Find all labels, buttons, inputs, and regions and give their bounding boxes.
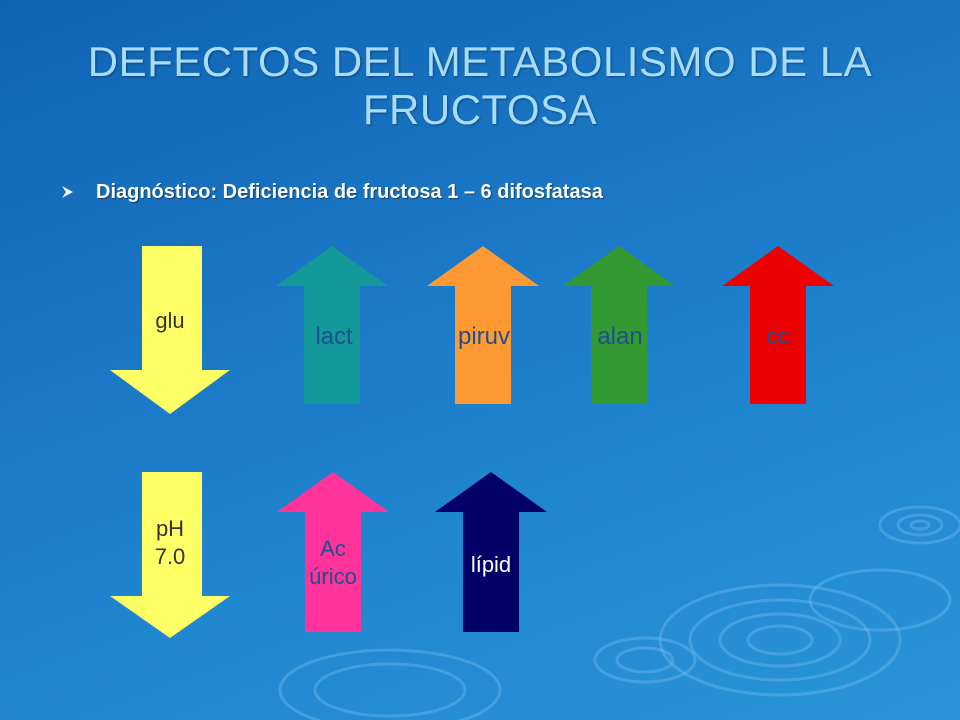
bullet-text: Diagnóstico: Deficiencia de fructosa 1 –… <box>96 180 603 203</box>
arrow-ac-urico-shape <box>277 472 389 632</box>
arrow-ph-label-line-1: pH <box>156 516 184 541</box>
arrow-ac-urico: Ac úrico <box>277 472 389 632</box>
arrow-lipid: lípid <box>435 472 547 632</box>
arrow-cc-label: cc <box>766 323 790 350</box>
slide-title-line-1: DEFECTOS DEL METABOLISMO DE LA <box>87 38 873 85</box>
arrow-piruv-shape <box>427 246 539 404</box>
arrow-ac-urico-label-line-1: Ac <box>320 536 346 561</box>
arrow-lipid-label: lípid <box>471 552 511 577</box>
arrow-ph-label-line-2: 7.0 <box>155 544 186 569</box>
arrow-cc-shape <box>722 246 834 404</box>
bullet-item: Diagnóstico: Deficiencia de fructosa 1 –… <box>60 178 603 206</box>
arrow-piruv: piruv <box>427 246 539 404</box>
arrow-ac-urico-label-line-2: úrico <box>309 564 357 589</box>
arrow-lact-label: lact <box>315 323 353 350</box>
slide-title-line-2: FRUCTOSA <box>362 86 598 133</box>
arrow-alan-shape <box>563 246 675 404</box>
arrow-alan-label: alan <box>597 323 642 350</box>
arrow-glu-label: glu <box>155 308 184 333</box>
arrow-glu: glu <box>110 246 230 414</box>
arrow-piruv-label: piruv <box>458 323 510 350</box>
arrowhead-bullet-icon <box>62 186 73 198</box>
arrow-lact: lact <box>276 246 388 404</box>
arrow-glu-shape <box>110 246 230 414</box>
arrow-ph: pH 7.0 <box>110 472 230 638</box>
arrow-lact-shape <box>276 246 388 404</box>
arrow-alan: alan <box>563 246 675 404</box>
arrow-lipid-shape <box>435 472 547 632</box>
slide-title: DEFECTOS DEL METABOLISMO DE LA FRUCTOSA <box>60 38 900 134</box>
arrow-cc: cc <box>722 246 834 404</box>
arrow-ph-shape <box>110 472 230 638</box>
